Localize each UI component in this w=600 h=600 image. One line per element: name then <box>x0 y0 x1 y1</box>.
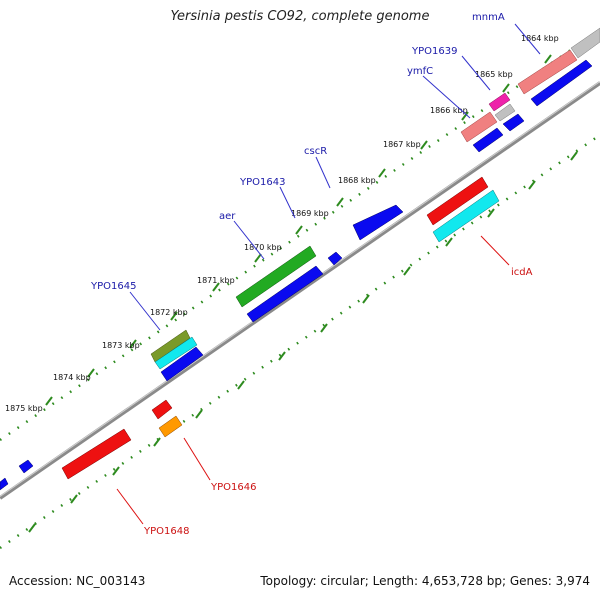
feature-cds-mnmA[interactable] <box>530 59 593 107</box>
accession-text: Accession: NC_003143 <box>9 574 146 588</box>
tick-label: 1873 kbp <box>102 341 140 350</box>
feature-cds-ypo1645[interactable] <box>160 346 204 382</box>
feature-red-ypo1646-small[interactable] <box>151 399 173 420</box>
upper-leaders <box>129 23 541 331</box>
feature-orange-ypo1646[interactable] <box>158 415 183 438</box>
feature-cds-aer[interactable] <box>246 265 324 323</box>
lower-major-ticks <box>28 151 578 533</box>
tick-label: 1875 kbp <box>5 404 43 413</box>
gene-label-ypo1648[interactable]: YPO1648 <box>143 526 189 537</box>
gene-label-mnmA[interactable]: mnmA <box>472 12 505 23</box>
upper-major-ticks <box>45 54 552 406</box>
feature-cds-small[interactable] <box>327 251 343 266</box>
feature-cds-cscR[interactable] <box>352 204 404 241</box>
feature-red-ypo1648[interactable] <box>61 428 132 480</box>
lower-leaders <box>116 235 510 525</box>
feature-olive[interactable] <box>150 329 191 363</box>
feature-red-icdA-1[interactable] <box>426 176 489 226</box>
gene-label-ymfC[interactable]: ymfC <box>407 66 433 77</box>
tick-label: 1870 kbp <box>244 243 282 252</box>
feature-cds-left-1[interactable] <box>18 459 34 474</box>
topology-text: Topology: circular; Length: 4,653,728 bp… <box>260 574 590 588</box>
tick-label: 1869 kbp <box>291 209 329 218</box>
feature-grey-2[interactable] <box>494 103 516 122</box>
tick-label: 1867 kbp <box>383 140 421 149</box>
feature-magenta[interactable] <box>488 92 511 112</box>
feature-cyan-icdA[interactable] <box>432 189 500 243</box>
tick-label: 1872 kbp <box>150 308 188 317</box>
gene-label-aer[interactable]: aer <box>219 211 236 222</box>
gene-label-ypo1646[interactable]: YPO1646 <box>210 482 256 493</box>
genome-backbone <box>0 81 600 500</box>
tick-label: 1868 kbp <box>338 176 376 185</box>
gene-label-ypo1645[interactable]: YPO1645 <box>90 281 136 292</box>
tick-label: 1866 kbp <box>430 106 468 115</box>
tick-label: 1865 kbp <box>475 70 513 79</box>
gene-label-icdA[interactable]: icdA <box>511 267 533 278</box>
feature-grey-1[interactable] <box>570 27 600 59</box>
feature-pink-2[interactable] <box>460 111 498 143</box>
feature-cyan-ypo1645[interactable] <box>154 336 198 370</box>
tick-label: 1874 kbp <box>53 373 91 382</box>
feature-cds-left-2[interactable] <box>0 477 9 491</box>
feature-green-aer[interactable] <box>235 245 317 308</box>
feature-pink-1[interactable] <box>517 49 578 95</box>
map-title: Yersinia pestis CO92, complete genome <box>170 9 430 24</box>
feature-cds-ymfC[interactable] <box>502 113 525 132</box>
gene-label-ypo1643[interactable]: YPO1643 <box>239 177 285 188</box>
tick-label: 1871 kbp <box>197 276 235 285</box>
gene-label-ypo1639[interactable]: YPO1639 <box>411 46 457 57</box>
feature-cds-ypo1639[interactable] <box>472 127 504 153</box>
lower-outer-tick-row <box>0 133 600 550</box>
tick-label: 1864 kbp <box>521 34 559 43</box>
gene-label-cscR[interactable]: cscR <box>304 146 327 157</box>
